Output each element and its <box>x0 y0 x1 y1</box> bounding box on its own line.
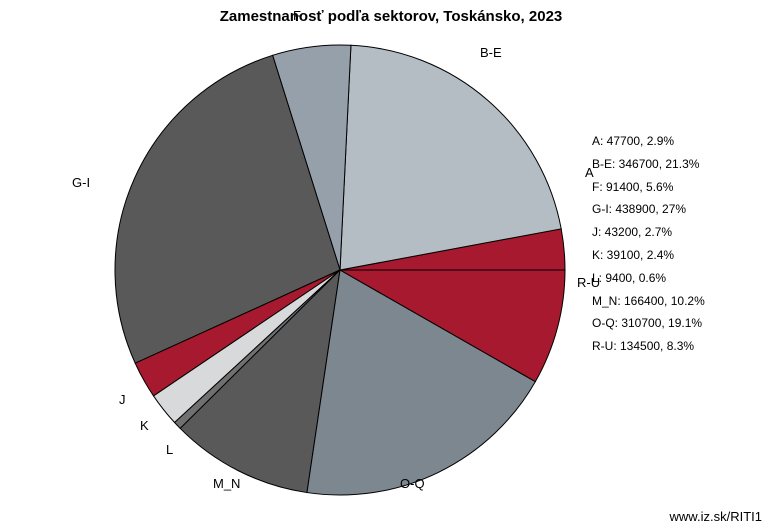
legend-row: O-Q: 310700, 19.1% <box>592 312 752 335</box>
pie-chart <box>110 40 570 500</box>
pie-svg <box>110 40 570 500</box>
slice-label-l: L <box>166 442 173 457</box>
legend-row: M_N: 166400, 10.2% <box>592 290 752 313</box>
slice-label-gi: G-I <box>72 175 90 190</box>
legend-row: K: 39100, 2.4% <box>592 244 752 267</box>
slice-label-k: K <box>140 418 149 433</box>
legend-row: A: 47700, 2.9% <box>592 130 752 153</box>
slice-label-mn: M_N <box>213 476 240 491</box>
legend-row: R-U: 134500, 8.3% <box>592 335 752 358</box>
legend-row: L: 9400, 0.6% <box>592 267 752 290</box>
legend-row: J: 43200, 2.7% <box>592 221 752 244</box>
slice-label-f: F <box>293 8 301 23</box>
legend-row: F: 91400, 5.6% <box>592 176 752 199</box>
legend-row: G-I: 438900, 27% <box>592 198 752 221</box>
slice-label-j: J <box>119 392 126 407</box>
legend: A: 47700, 2.9% B-E: 346700, 21.3% F: 914… <box>592 130 752 358</box>
slice-label-be: B-E <box>480 45 502 60</box>
source-link: www.iz.sk/RITI1 <box>670 509 762 524</box>
slice-label-oq: O-Q <box>400 476 425 491</box>
legend-row: B-E: 346700, 21.3% <box>592 153 752 176</box>
chart-title: Zamestnanosť podľa sektorov, Toskánsko, … <box>0 8 782 25</box>
